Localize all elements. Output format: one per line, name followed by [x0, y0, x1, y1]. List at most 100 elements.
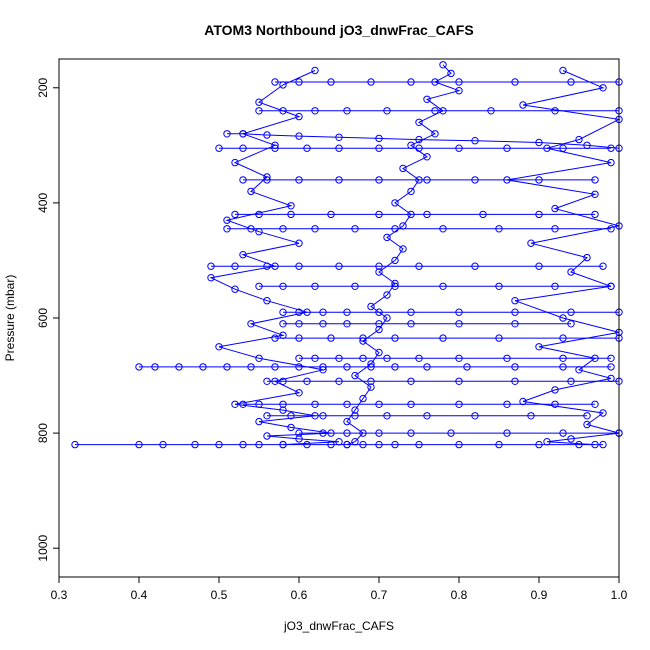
data-point: [359, 440, 367, 449]
x-tick-label: 0.5: [211, 588, 228, 602]
data-point: [583, 253, 591, 262]
data-point: [215, 343, 223, 351]
data-point: [247, 320, 255, 328]
data-point: [311, 400, 319, 408]
x-axis: 0.3 0.4 0.5 0.6 0.7 0.8 0.9 1.0: [51, 576, 628, 602]
data-point: [567, 377, 575, 385]
series-line: [346, 64, 461, 446]
data-point: [495, 334, 503, 342]
data-point: [335, 377, 343, 385]
data-point: [455, 400, 463, 408]
y-tick-label: 600: [36, 308, 50, 328]
data-point: [279, 282, 287, 290]
data-point: [487, 107, 495, 115]
data-point: [407, 377, 415, 385]
data-point: [471, 137, 479, 145]
data-point: [423, 412, 431, 420]
data-point: [455, 308, 463, 316]
data-point: [607, 158, 615, 167]
data-point: [279, 377, 287, 385]
data-point: [407, 308, 415, 316]
data-point: [279, 440, 287, 449]
data-point: [263, 377, 271, 385]
data-point: [535, 210, 543, 219]
data-point: [383, 354, 391, 362]
data-point: [271, 78, 279, 86]
data-point: [247, 363, 255, 371]
x-tick-label: 0.4: [131, 588, 148, 602]
data-point: [295, 112, 303, 121]
data-point: [423, 210, 431, 219]
data-point: [607, 363, 615, 371]
data-point: [271, 363, 279, 371]
x-tick-label: 0.3: [51, 588, 68, 602]
data-point: [583, 420, 591, 429]
data-point: [319, 320, 327, 328]
data-point: [335, 144, 343, 152]
data-point: [383, 412, 391, 420]
data-point: [455, 354, 463, 362]
data-point: [135, 363, 143, 371]
data-layer: [71, 61, 623, 449]
data-point: [471, 262, 479, 270]
data-point: [279, 107, 287, 115]
data-point: [535, 138, 543, 147]
data-point: [215, 440, 223, 449]
y-tick-label: 400: [36, 193, 50, 213]
data-point: [319, 363, 327, 371]
data-point: [255, 400, 263, 408]
data-point: [559, 429, 567, 437]
y-axis: 200 400 600 800 1000: [36, 77, 60, 562]
data-point: [575, 440, 583, 449]
data-point: [391, 282, 399, 290]
data-point: [607, 354, 615, 362]
data-point: [367, 383, 375, 391]
data-point: [311, 282, 319, 290]
data-point: [255, 354, 263, 362]
data-point: [343, 308, 351, 316]
data-point: [583, 412, 591, 420]
data-point: [295, 239, 303, 247]
data-point: [535, 262, 543, 270]
data-point: [439, 225, 447, 233]
data-point: [311, 107, 319, 115]
data-point: [455, 320, 463, 328]
data-point: [479, 210, 487, 219]
data-point: [455, 144, 463, 152]
data-point: [439, 282, 447, 290]
data-point: [279, 308, 287, 316]
data-point: [303, 377, 311, 385]
data-point: [199, 363, 207, 371]
data-point: [295, 132, 303, 140]
data-point: [335, 354, 343, 362]
data-point: [495, 225, 503, 233]
data-point: [231, 400, 239, 408]
data-point: [383, 233, 391, 242]
data-point: [455, 440, 463, 449]
data-point: [415, 144, 423, 152]
data-point: [447, 429, 455, 437]
data-point: [335, 176, 343, 184]
series-line: [209, 70, 340, 446]
data-point: [375, 325, 383, 334]
data-point: [415, 440, 423, 449]
data-point: [263, 297, 271, 305]
data-point: [335, 133, 343, 142]
data-point: [431, 107, 439, 115]
data-point: [255, 210, 263, 219]
x-tick-label: 0.7: [371, 588, 388, 602]
data-point: [567, 78, 575, 86]
data-point: [471, 412, 479, 420]
data-point: [591, 190, 599, 199]
data-point: [423, 363, 431, 371]
data-point: [343, 417, 351, 426]
data-point: [559, 334, 567, 342]
data-point: [295, 363, 303, 371]
data-point: [607, 225, 615, 233]
data-point: [511, 297, 519, 305]
data-point: [375, 176, 383, 184]
data-point: [511, 363, 519, 371]
data-point: [295, 429, 303, 437]
data-point: [551, 107, 559, 115]
